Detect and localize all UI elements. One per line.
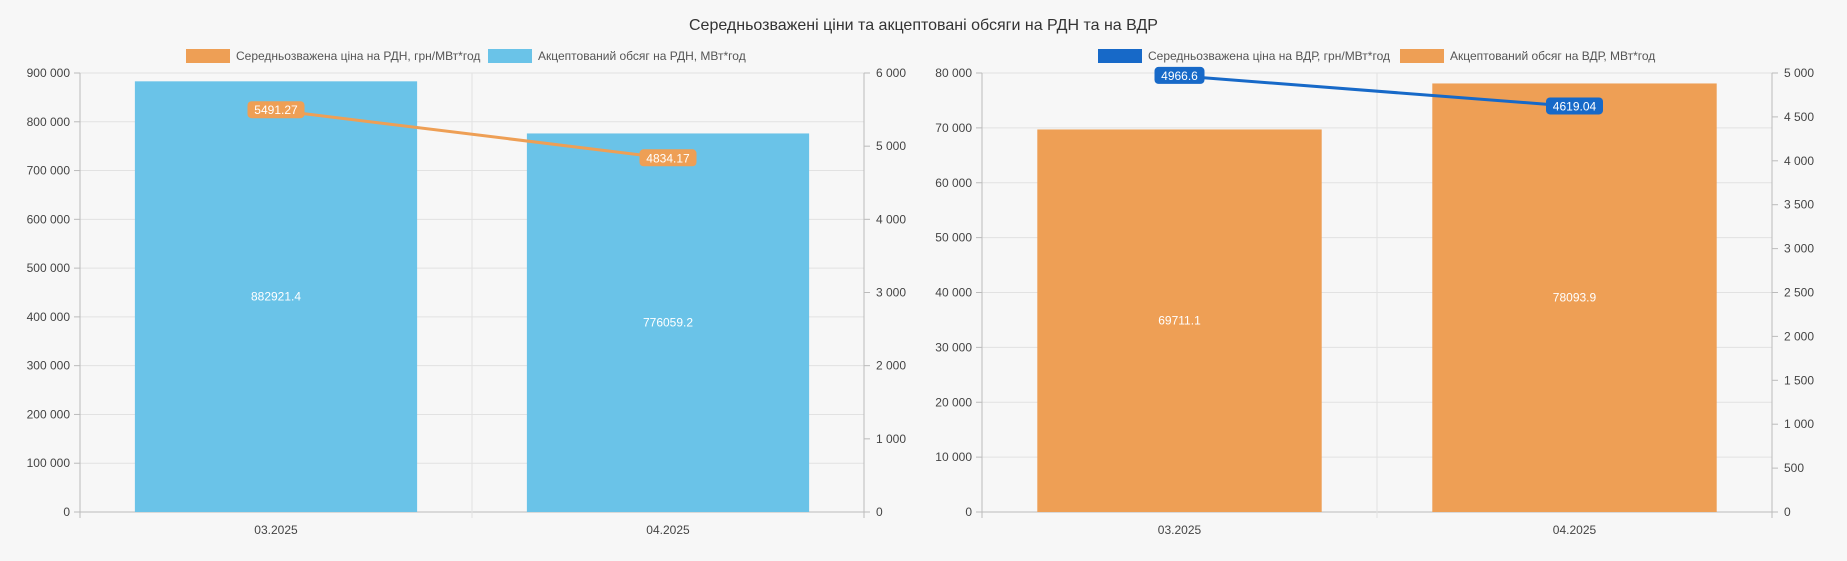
y-left-tick-label: 800 000 bbox=[27, 115, 71, 129]
point-label-box bbox=[1546, 97, 1603, 115]
y-right-tick-label: 4 000 bbox=[876, 212, 906, 226]
legend-swatch[interactable] bbox=[186, 49, 230, 63]
y-right-tick-label: 2 500 bbox=[1784, 286, 1814, 300]
bar[interactable] bbox=[134, 81, 418, 512]
bar[interactable] bbox=[526, 133, 810, 512]
point-value-label: 4619.04 bbox=[1553, 99, 1597, 113]
y-right-tick-label: 5 000 bbox=[876, 139, 906, 153]
y-left-tick-label: 10 000 bbox=[935, 450, 972, 464]
chart-title: Середньозважені ціни та акцептовані обся… bbox=[689, 17, 1158, 34]
legend-swatch[interactable] bbox=[488, 49, 532, 63]
legend-swatch[interactable] bbox=[1098, 49, 1142, 63]
point-value-label: 4966.6 bbox=[1161, 69, 1198, 83]
y-right-tick-label: 1 500 bbox=[1784, 373, 1814, 387]
x-tick-label: 03.2025 bbox=[254, 523, 298, 537]
x-tick-label: 04.2025 bbox=[1553, 523, 1597, 537]
y-right-tick-label: 6 000 bbox=[876, 66, 906, 80]
y-left-tick-label: 400 000 bbox=[27, 310, 71, 324]
legend-label[interactable]: Акцептований обсяг на ВДР, МВт*год bbox=[1450, 49, 1655, 63]
bar[interactable] bbox=[1037, 129, 1322, 513]
y-left-tick-label: 80 000 bbox=[935, 66, 972, 80]
y-left-tick-label: 200 000 bbox=[27, 407, 71, 421]
chart-1: 0 100 000 200 000 300 000 400 000 500 000 600 … bbox=[27, 49, 906, 537]
y-left-tick-label: 40 000 bbox=[935, 286, 972, 300]
y-left-tick-label: 60 000 bbox=[935, 176, 972, 190]
point-value-label: 4834.17 bbox=[646, 151, 690, 165]
legend-swatch[interactable] bbox=[1400, 49, 1444, 63]
y-left-tick-label: 30 000 bbox=[935, 340, 972, 354]
y-left-tick-label: 70 000 bbox=[935, 121, 972, 135]
bar-value-label: 882921.4 bbox=[251, 290, 301, 304]
y-right-tick-label: 4 000 bbox=[1784, 154, 1814, 168]
price-line bbox=[275, 108, 669, 160]
y-right-tick-label: 4 500 bbox=[1784, 110, 1814, 124]
y-right-tick-label: 0 bbox=[876, 505, 883, 519]
legend-label[interactable]: Середньозважена ціна на РДН, грн/МВт*год bbox=[236, 49, 480, 63]
y-left-tick-label: 0 bbox=[965, 505, 972, 519]
bar-value-label: 776059.2 bbox=[643, 316, 693, 330]
y-left-tick-label: 100 000 bbox=[27, 456, 71, 470]
y-right-tick-label: 1 000 bbox=[1784, 417, 1814, 431]
y-right-tick-label: 3 000 bbox=[1784, 242, 1814, 256]
price-line bbox=[1179, 74, 1575, 108]
y-left-tick-label: 0 bbox=[63, 505, 70, 519]
y-right-tick-label: 1 000 bbox=[876, 432, 906, 446]
legend-label[interactable]: Акцептований обсяг на РДН, МВт*год bbox=[538, 49, 746, 63]
y-left-tick-label: 600 000 bbox=[27, 212, 71, 226]
y-left-tick-label: 700 000 bbox=[27, 164, 71, 178]
y-right-tick-label: 500 bbox=[1784, 461, 1804, 475]
y-right-tick-label: 2 000 bbox=[1784, 329, 1814, 343]
y-left-tick-label: 50 000 bbox=[935, 231, 972, 245]
legend-label[interactable]: Середньозважена ціна на ВДР, грн/МВт*год bbox=[1148, 49, 1390, 63]
bar-value-label: 78093.9 bbox=[1553, 291, 1597, 305]
point-label-box bbox=[247, 101, 305, 119]
y-left-tick-label: 20 000 bbox=[935, 395, 972, 409]
x-tick-label: 04.2025 bbox=[646, 523, 690, 537]
y-left-tick-label: 900 000 bbox=[27, 66, 71, 80]
point-label-box bbox=[639, 149, 697, 167]
y-right-tick-label: 3 500 bbox=[1784, 198, 1814, 212]
y-left-tick-label: 300 000 bbox=[27, 359, 71, 373]
y-right-tick-label: 5 000 bbox=[1784, 66, 1814, 80]
x-tick-label: 03.2025 bbox=[1158, 523, 1202, 537]
bar[interactable] bbox=[1432, 83, 1717, 513]
bar-value-label: 69711.1 bbox=[1158, 314, 1201, 328]
point-value-label: 5491.27 bbox=[254, 103, 298, 117]
y-right-tick-label: 2 000 bbox=[876, 359, 906, 373]
y-right-tick-label: 0 bbox=[1784, 505, 1791, 519]
chart-2: 0 10 000 20 000 30 000 40 000 50 000 60 000 70 … bbox=[935, 49, 1814, 537]
point-label-box bbox=[1154, 66, 1205, 84]
y-right-tick-label: 3 000 bbox=[876, 286, 906, 300]
y-left-tick-label: 500 000 bbox=[27, 261, 71, 275]
